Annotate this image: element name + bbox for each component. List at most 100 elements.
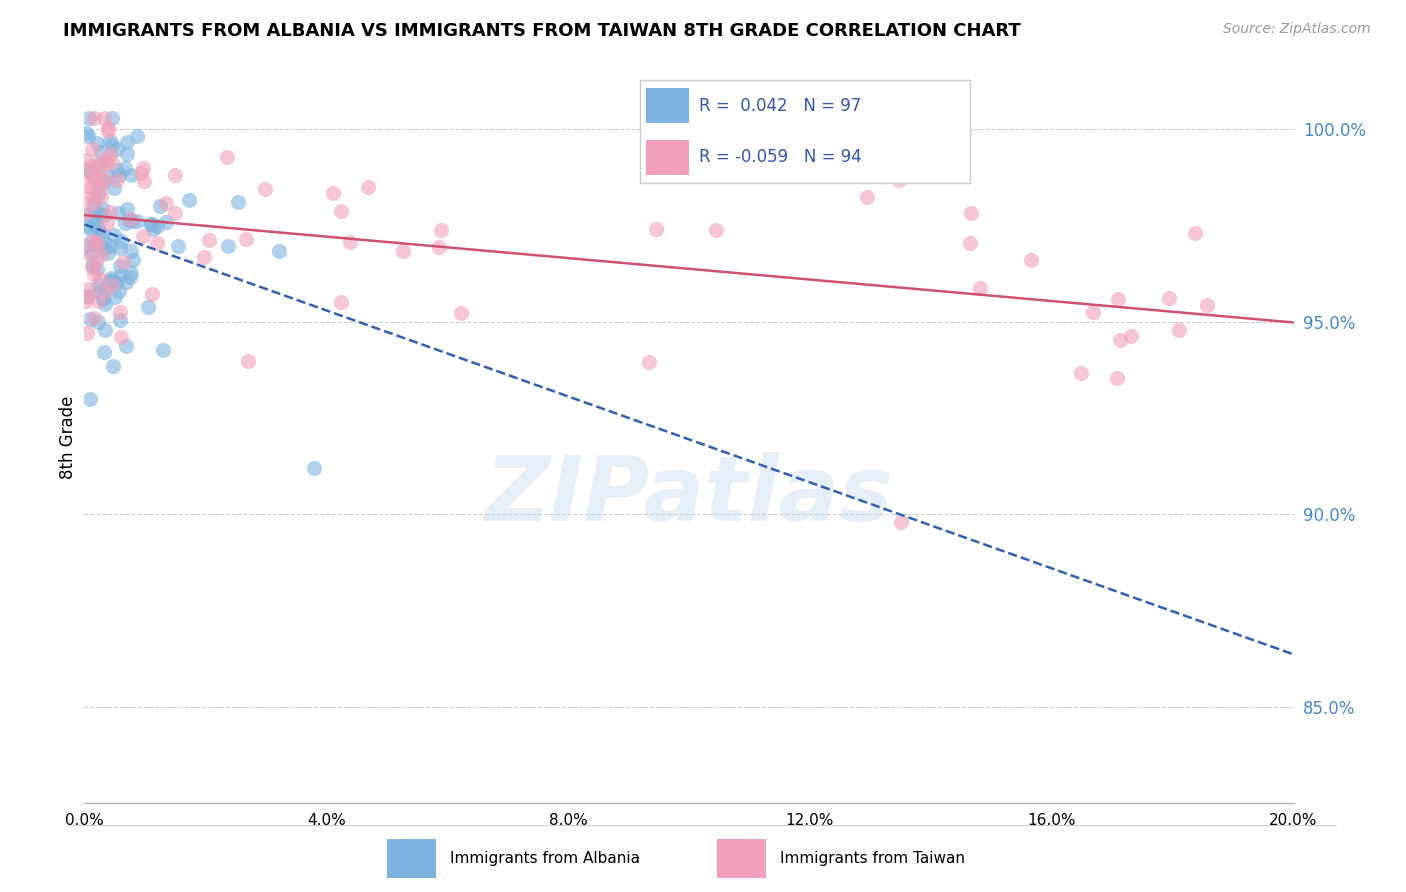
Point — [125, 129, 148, 144]
Point — [125, 214, 148, 228]
Bar — [717, 838, 766, 878]
Point — [146, 236, 169, 251]
Point — [120, 266, 142, 280]
Point — [93, 345, 115, 359]
Point — [93, 282, 115, 296]
Point — [90, 145, 112, 160]
Point — [101, 273, 124, 287]
Point — [82, 246, 104, 260]
Point — [79, 223, 101, 237]
Point — [76, 326, 98, 340]
Point — [115, 339, 138, 353]
Point — [83, 311, 105, 326]
Point — [163, 168, 186, 182]
Point — [269, 244, 291, 259]
Y-axis label: 8th Grade: 8th Grade — [59, 395, 77, 479]
Point — [82, 169, 104, 184]
Point — [83, 190, 105, 204]
Point — [177, 194, 200, 208]
Point — [120, 168, 142, 182]
Point — [107, 206, 129, 220]
Point — [101, 277, 124, 292]
Bar — [647, 140, 689, 175]
Point — [87, 225, 110, 239]
Point — [98, 147, 121, 161]
Point — [98, 275, 121, 289]
Point — [101, 111, 124, 125]
Point — [217, 150, 239, 164]
Point — [89, 284, 111, 298]
Point — [80, 160, 103, 174]
Point — [226, 195, 249, 210]
Point — [80, 167, 103, 181]
Point — [1070, 367, 1092, 381]
Point — [110, 234, 132, 248]
Point — [167, 239, 190, 253]
Text: ZIPatlas: ZIPatlas — [485, 451, 893, 540]
Point — [146, 219, 169, 233]
Point — [87, 315, 110, 329]
Point — [93, 242, 115, 256]
Point — [91, 292, 114, 306]
Point — [302, 461, 325, 475]
Point — [83, 236, 105, 251]
Point — [75, 153, 97, 168]
Point — [1184, 226, 1206, 240]
Text: R =  0.042   N = 97: R = 0.042 N = 97 — [699, 97, 862, 115]
Point — [111, 255, 134, 269]
Point — [100, 270, 122, 285]
Point — [75, 293, 97, 308]
Point — [75, 191, 97, 205]
Point — [108, 241, 131, 255]
Point — [193, 251, 215, 265]
Point — [87, 178, 110, 192]
Point — [79, 312, 101, 326]
Text: R = -0.059   N = 94: R = -0.059 N = 94 — [699, 148, 862, 166]
Point — [87, 294, 110, 309]
Point — [108, 259, 131, 273]
Point — [93, 174, 115, 188]
Point — [96, 154, 118, 169]
Point — [1119, 329, 1142, 343]
Text: Immigrants from Albania: Immigrants from Albania — [450, 851, 640, 866]
Point — [856, 190, 879, 204]
Point — [87, 156, 110, 170]
Point — [141, 217, 163, 231]
Point — [427, 240, 450, 254]
Point — [89, 239, 111, 253]
Point — [107, 168, 129, 182]
Point — [121, 214, 143, 228]
Point — [117, 213, 139, 227]
Point — [94, 297, 117, 311]
Point — [889, 173, 911, 187]
Point — [392, 244, 415, 259]
Point — [82, 260, 104, 274]
Point — [76, 208, 98, 222]
Point — [79, 392, 101, 407]
Point — [84, 254, 107, 268]
Point — [101, 138, 124, 153]
Point — [236, 354, 259, 368]
Point — [152, 343, 174, 358]
Point — [89, 157, 111, 171]
Point — [77, 129, 100, 144]
Point — [86, 186, 108, 201]
Point — [77, 282, 100, 296]
Point — [86, 220, 108, 235]
Point — [329, 294, 352, 309]
Point — [450, 306, 472, 320]
Point — [131, 229, 153, 244]
Point — [94, 152, 117, 166]
Point — [330, 204, 353, 219]
Point — [89, 272, 111, 286]
Point — [638, 355, 661, 369]
Point — [1105, 371, 1128, 385]
Point — [129, 166, 152, 180]
Point — [86, 235, 108, 249]
Point — [117, 202, 139, 216]
Point — [98, 205, 121, 219]
Point — [90, 188, 112, 202]
Point — [89, 207, 111, 221]
Point — [103, 181, 125, 195]
Point — [131, 161, 153, 175]
